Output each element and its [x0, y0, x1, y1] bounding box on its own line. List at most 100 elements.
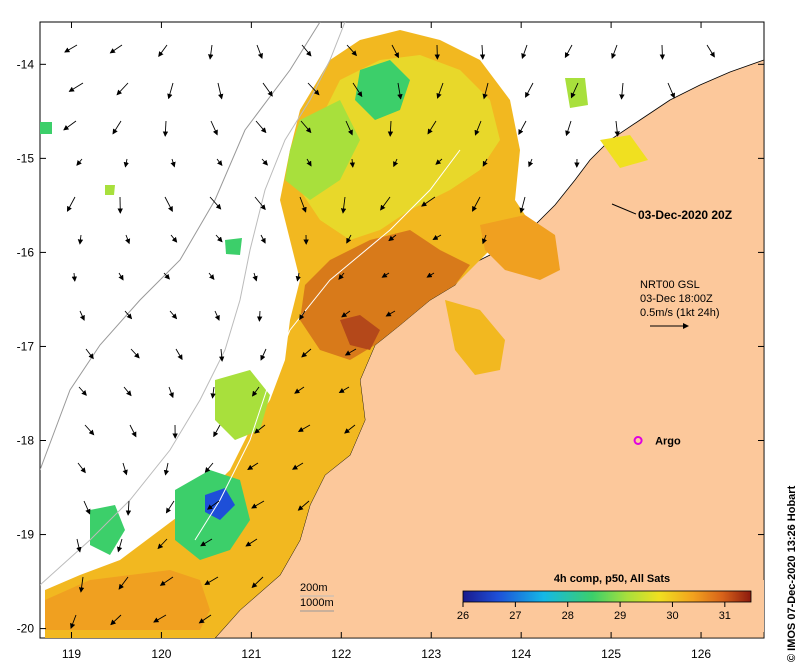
current-vector-arrow: [206, 500, 220, 510]
current-vector-arrow: [83, 500, 91, 515]
current-vector-arrow: [564, 44, 573, 59]
current-vector-arrow: [208, 272, 215, 281]
current-legend-line2: 03-Dec 18:00Z: [640, 293, 713, 305]
current-vector-arrow: [344, 348, 357, 356]
current-vector-arrow: [64, 44, 78, 53]
current-vector-arrow: [519, 196, 526, 214]
current-vector-arrow: [474, 120, 482, 136]
current-vector-arrow: [130, 348, 140, 359]
current-vector-arrow: [435, 158, 443, 165]
current-vector-arrow: [349, 158, 356, 168]
current-vector-arrow: [163, 462, 170, 476]
current-vector-arrow: [388, 234, 397, 242]
current-vector-arrow: [200, 538, 213, 547]
current-vector-arrow: [153, 614, 167, 623]
current-vector-arrow: [300, 120, 312, 134]
colorbar-tick-label: 27: [509, 610, 521, 622]
current-vector-arrow: [125, 234, 131, 245]
current-vector-arrow: [521, 44, 528, 60]
current-vector-arrow: [76, 158, 83, 166]
x-tick-label: 120: [151, 647, 171, 661]
current-vector-arrow: [299, 196, 307, 213]
current-vector-arrow: [659, 44, 666, 60]
current-vector-arrow: [209, 196, 222, 210]
x-tick-label: 119: [62, 647, 81, 661]
current-vector-arrow: [110, 614, 122, 626]
y-tick-label: -14: [17, 57, 35, 71]
current-vector-arrow: [214, 310, 220, 321]
current-vector-arrow: [299, 310, 306, 321]
current-vector-arrow: [122, 462, 128, 476]
current-vector-arrow: [481, 234, 487, 245]
current-vector-arrow: [210, 120, 218, 136]
current-vector-arrow: [341, 310, 351, 318]
current-vector-arrow: [306, 158, 312, 167]
current-vector-arrow: [381, 272, 390, 278]
current-vector-arrow: [213, 424, 221, 438]
y-tick-label: -15: [17, 151, 35, 165]
sst-field: [40, 30, 648, 638]
current-vector-arrow: [307, 82, 320, 96]
current-vector-arrow: [118, 576, 129, 590]
current-vector-arrow: [112, 120, 122, 135]
isobath-legend-1000m: 1000m: [300, 597, 334, 609]
current-vector-arrow: [123, 158, 129, 168]
current-vector-arrow: [79, 310, 85, 321]
current-vector-arrow: [260, 234, 266, 244]
current-vector-arrow: [391, 44, 399, 59]
current-legend-line3: 0.5m/s (1kt 24h): [640, 307, 719, 319]
current-vector-arrow: [85, 348, 94, 360]
current-vector-arrow: [254, 424, 266, 434]
current-vector-arrow: [175, 348, 183, 361]
current-vector-arrow: [78, 386, 87, 396]
x-tick-label: 121: [241, 647, 261, 661]
current-vector-arrow: [204, 462, 214, 473]
current-vector-arrow: [295, 272, 301, 282]
date-label: 03-Dec-2020 20Z: [638, 208, 732, 222]
current-vector-arrow: [77, 234, 84, 245]
current-vector-arrow: [63, 120, 77, 131]
current-vector-arrow: [479, 44, 486, 60]
current-vector-arrow: [215, 234, 223, 243]
current-vector-arrow: [165, 500, 175, 514]
current-vector-arrow: [116, 538, 123, 553]
current-vector-arrow: [385, 310, 396, 317]
current-vector-arrow: [706, 44, 715, 58]
current-vector-arrow: [78, 576, 85, 593]
y-axis: -14 -15 -16 -17 -18 -19 -20: [17, 57, 764, 636]
current-vector-arrow: [129, 424, 137, 438]
current-vector-arrow: [614, 120, 620, 137]
colorbar-tick-label: 31: [719, 610, 731, 622]
current-vector-arrow: [525, 82, 534, 98]
current-vector-arrow: [157, 538, 168, 550]
current-vector-arrow: [159, 576, 174, 586]
current-vector-arrow: [252, 272, 258, 282]
x-tick-label: 125: [601, 647, 621, 661]
current-vector-arrow: [432, 234, 442, 240]
current-vector-arrow: [421, 196, 436, 207]
current-vector-arrow: [204, 576, 219, 586]
current-vector-arrow: [619, 82, 625, 100]
colorbar: 4h comp, p50, All Sats 26 27 28 29 30 31: [457, 573, 764, 632]
current-vector-arrow: [245, 538, 258, 547]
current-vector-arrow: [338, 272, 345, 280]
credit-text: © IMOS 07-Dec-2020 13:26 Hobart: [786, 485, 798, 662]
current-vector-arrow: [344, 424, 356, 434]
current-vector-arrow: [352, 82, 363, 98]
current-vector-arrow: [256, 310, 263, 322]
current-vector-arrow: [247, 462, 259, 470]
colorbar-gradient: [462, 590, 752, 603]
x-tick-label: 126: [691, 647, 711, 661]
current-vector-arrow: [518, 120, 527, 135]
isobath-200m: [40, 22, 346, 586]
credit-label: © IMOS 07-Dec-2020 13:26 Hobart: [786, 485, 798, 662]
colorbar-tick-label: 30: [666, 610, 678, 622]
y-tick-label: -20: [17, 622, 35, 636]
current-vector-arrow: [251, 576, 264, 589]
colorbar-title: 4h comp, p50, All Sats: [554, 573, 670, 585]
y-tick-label: -19: [17, 528, 35, 542]
colorbar-tick-label: 28: [562, 610, 574, 622]
current-vector-arrow: [255, 120, 267, 134]
current-vector-arrow: [427, 120, 437, 135]
